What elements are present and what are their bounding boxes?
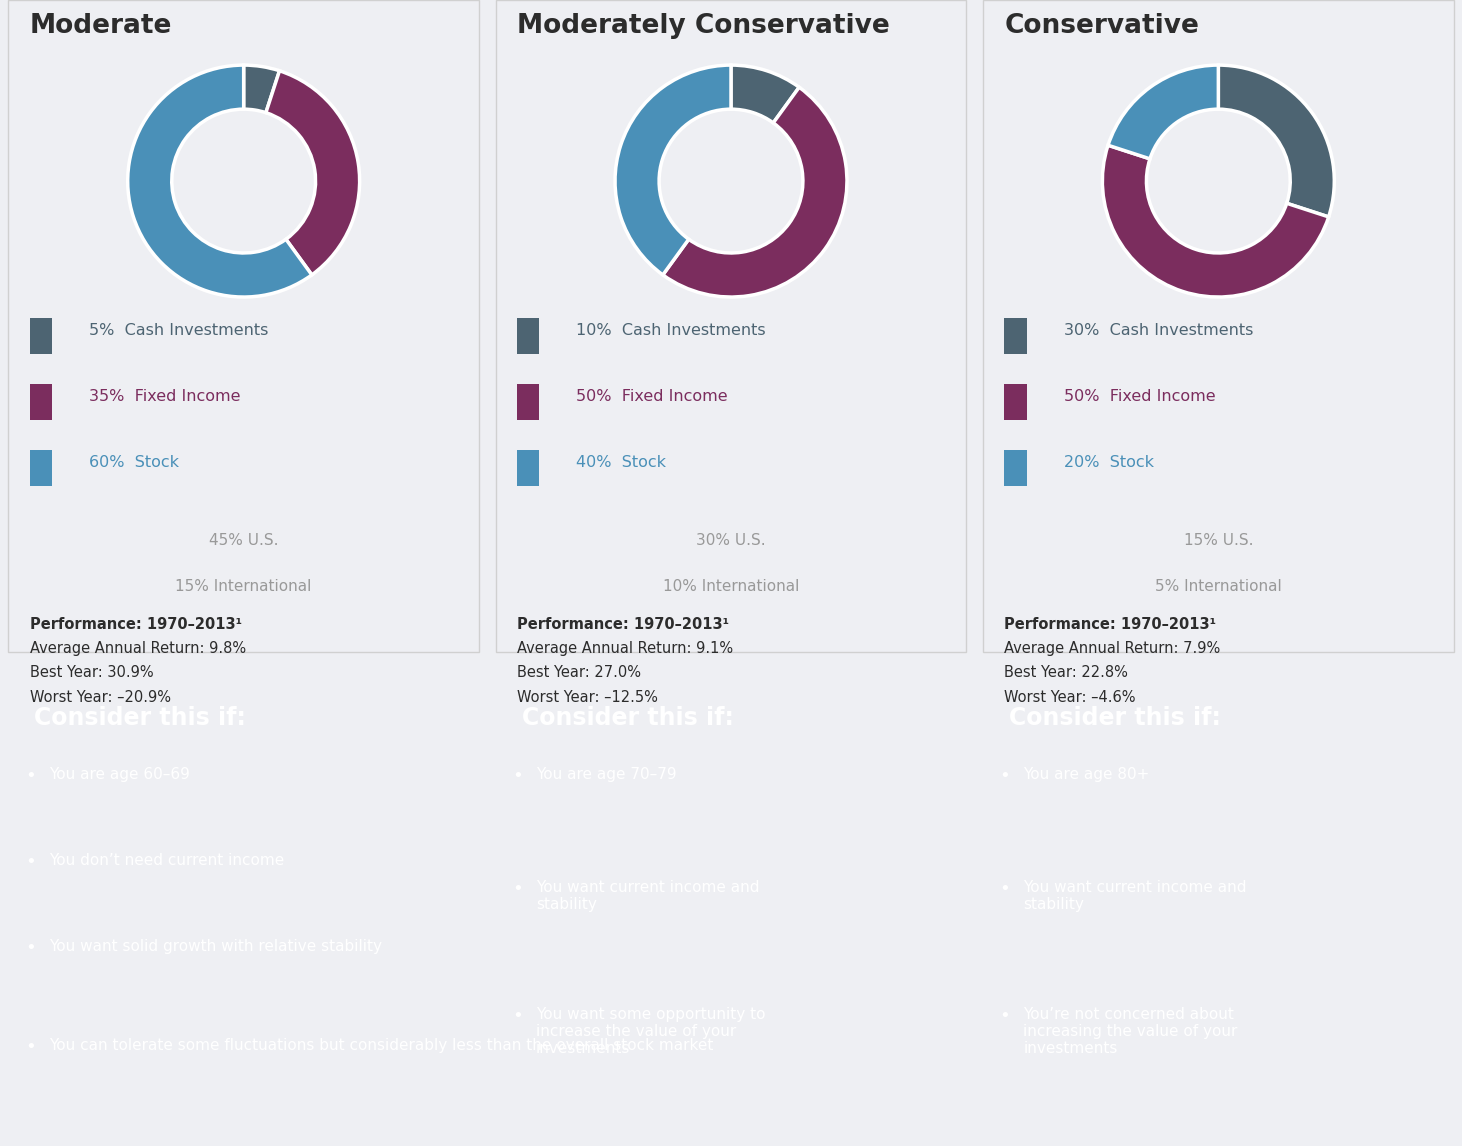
Text: Consider this if:: Consider this if: — [522, 706, 734, 730]
Text: •: • — [1000, 1006, 1010, 1025]
Text: 60%  Stock: 60% Stock — [89, 455, 178, 470]
Text: 5% International: 5% International — [1155, 579, 1282, 594]
FancyBboxPatch shape — [518, 449, 539, 486]
Text: •: • — [1000, 767, 1010, 785]
Text: 15% U.S.: 15% U.S. — [1184, 533, 1253, 548]
Text: 50%  Fixed Income: 50% Fixed Income — [1064, 388, 1215, 405]
Text: You want current income and
stability: You want current income and stability — [537, 880, 759, 912]
Text: You don’t need current income: You don’t need current income — [48, 853, 284, 868]
Text: •: • — [25, 853, 35, 871]
FancyBboxPatch shape — [982, 0, 1453, 652]
Text: You want solid growth with relative stability: You want solid growth with relative stab… — [48, 939, 382, 953]
Text: Best Year: 30.9%: Best Year: 30.9% — [29, 666, 154, 681]
Text: 30%  Cash Investments: 30% Cash Investments — [1064, 323, 1253, 338]
Text: Performance: 1970–2013¹: Performance: 1970–2013¹ — [1004, 618, 1216, 633]
Text: •: • — [512, 767, 523, 785]
Text: Moderately Conservative: Moderately Conservative — [518, 13, 890, 39]
Text: Best Year: 22.8%: Best Year: 22.8% — [1004, 666, 1129, 681]
Text: You are age 70–79: You are age 70–79 — [537, 767, 677, 782]
Text: Average Annual Return: 9.8%: Average Annual Return: 9.8% — [29, 641, 246, 656]
FancyBboxPatch shape — [1004, 317, 1026, 354]
Text: 5%  Cash Investments: 5% Cash Investments — [89, 323, 269, 338]
Text: Performance: 1970–2013¹: Performance: 1970–2013¹ — [29, 618, 241, 633]
FancyBboxPatch shape — [9, 0, 480, 652]
FancyBboxPatch shape — [496, 0, 966, 652]
Text: Consider this if:: Consider this if: — [35, 706, 246, 730]
Text: •: • — [25, 1038, 35, 1057]
Text: You want current income and
stability: You want current income and stability — [1023, 880, 1247, 912]
Text: 20%  Stock: 20% Stock — [1064, 455, 1154, 470]
Text: •: • — [512, 1006, 523, 1025]
FancyBboxPatch shape — [518, 384, 539, 419]
Text: 45% U.S.: 45% U.S. — [209, 533, 278, 548]
Text: 15% International: 15% International — [175, 579, 311, 594]
Text: Worst Year: –12.5%: Worst Year: –12.5% — [518, 690, 658, 705]
Text: 30% U.S.: 30% U.S. — [696, 533, 766, 548]
Text: 50%  Fixed Income: 50% Fixed Income — [576, 388, 728, 405]
Text: Consider this if:: Consider this if: — [1009, 706, 1221, 730]
Text: Moderate: Moderate — [29, 13, 173, 39]
Text: Worst Year: –4.6%: Worst Year: –4.6% — [1004, 690, 1136, 705]
Text: •: • — [512, 880, 523, 897]
FancyBboxPatch shape — [518, 317, 539, 354]
Text: Best Year: 27.0%: Best Year: 27.0% — [518, 666, 640, 681]
FancyBboxPatch shape — [29, 449, 51, 486]
FancyBboxPatch shape — [29, 384, 51, 419]
Text: You want some opportunity to
increase the value of your
investments: You want some opportunity to increase th… — [537, 1006, 766, 1057]
Text: 40%  Stock: 40% Stock — [576, 455, 667, 470]
Text: 10%  Cash Investments: 10% Cash Investments — [576, 323, 766, 338]
Text: Worst Year: –20.9%: Worst Year: –20.9% — [29, 690, 171, 705]
Text: •: • — [25, 767, 35, 785]
Text: 10% International: 10% International — [662, 579, 800, 594]
Text: Average Annual Return: 9.1%: Average Annual Return: 9.1% — [518, 641, 732, 656]
FancyBboxPatch shape — [29, 317, 51, 354]
Text: Conservative: Conservative — [1004, 13, 1199, 39]
Text: You are age 60–69: You are age 60–69 — [48, 767, 190, 782]
FancyBboxPatch shape — [1004, 384, 1026, 419]
Text: 35%  Fixed Income: 35% Fixed Income — [89, 388, 241, 405]
Text: Performance: 1970–2013¹: Performance: 1970–2013¹ — [518, 618, 730, 633]
Text: •: • — [25, 939, 35, 957]
Text: You can tolerate some fluctuations but considerably less than the overall stock : You can tolerate some fluctuations but c… — [48, 1038, 713, 1053]
Text: You’re not concerned about
increasing the value of your
investments: You’re not concerned about increasing th… — [1023, 1006, 1238, 1057]
Text: You are age 80+: You are age 80+ — [1023, 767, 1149, 782]
Text: •: • — [1000, 880, 1010, 897]
FancyBboxPatch shape — [1004, 449, 1026, 486]
Text: Average Annual Return: 7.9%: Average Annual Return: 7.9% — [1004, 641, 1221, 656]
